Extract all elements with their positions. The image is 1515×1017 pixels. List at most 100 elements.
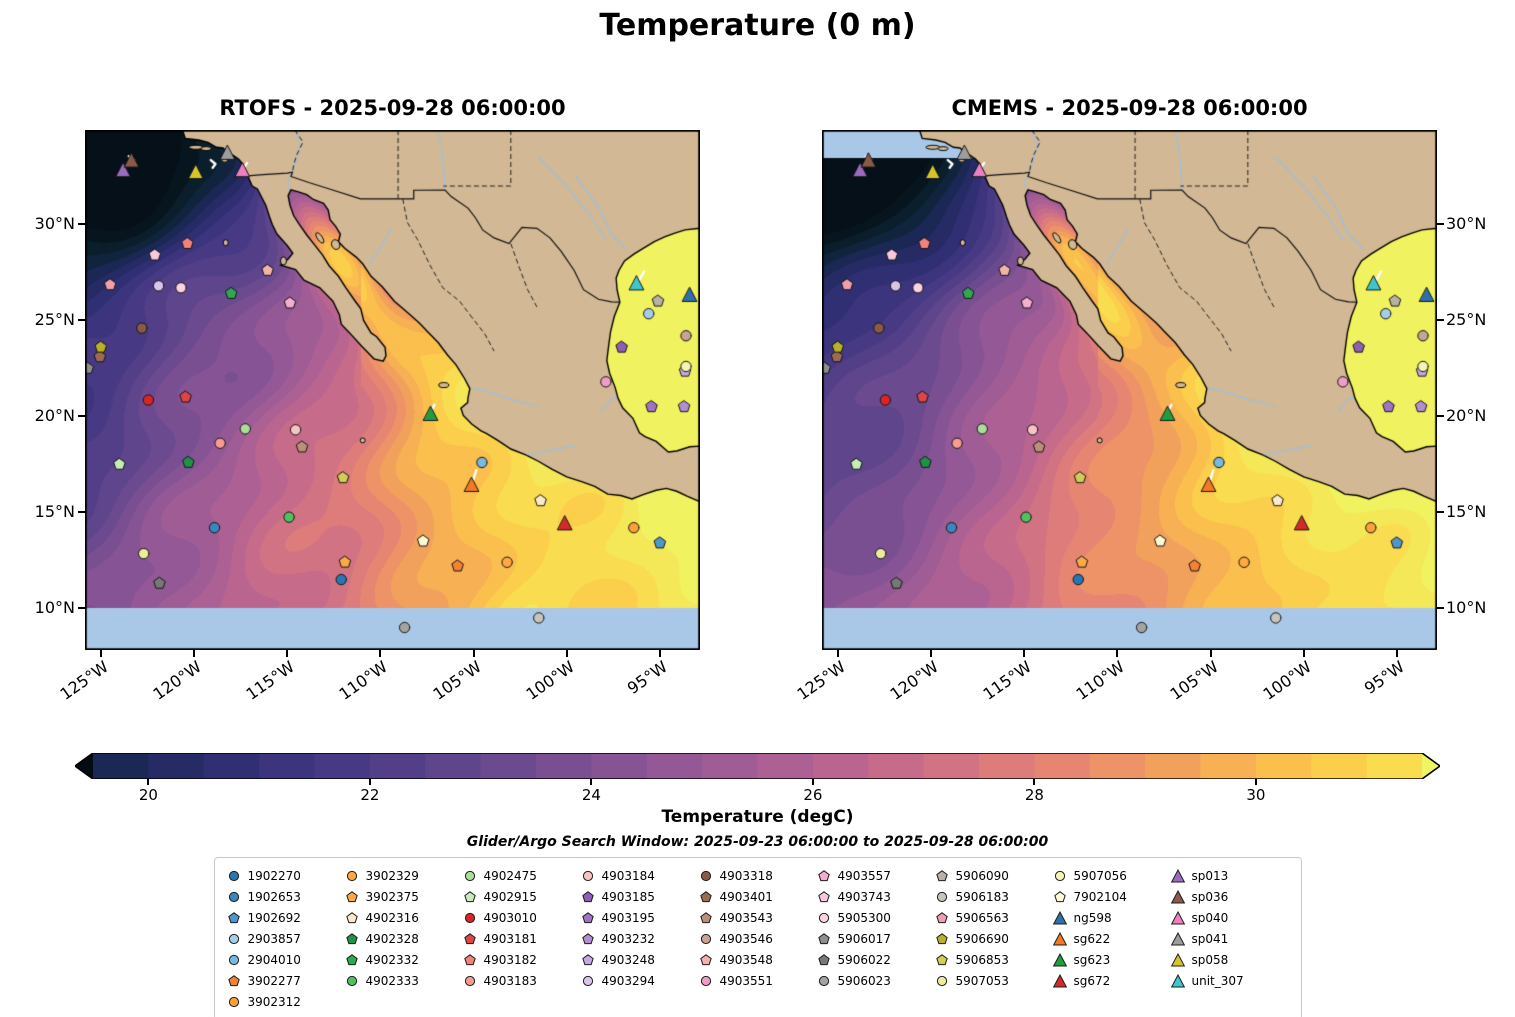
legend-item-label: 5905300	[837, 910, 891, 925]
legend-item: sp041	[1171, 928, 1289, 949]
legend-item-label: sp040	[1191, 910, 1229, 925]
triangle-marker-icon	[1171, 931, 1186, 946]
circle-marker-icon	[227, 890, 242, 904]
y-tick-label: 30°N	[34, 214, 75, 234]
colorbar-tick-label: 30	[1246, 786, 1266, 804]
legend-item-label: 5907053	[955, 973, 1009, 988]
legend-item-label: 4903195	[601, 910, 655, 925]
legend-item-label: sg623	[1073, 952, 1111, 967]
circle-marker-icon	[227, 953, 242, 967]
circle-marker-icon	[227, 995, 242, 1009]
legend-item-label: 2903857	[247, 931, 301, 946]
pentagon-marker-icon	[345, 911, 360, 925]
x-tick-label: 120°W	[886, 657, 942, 704]
x-tick-label: 115°W	[242, 657, 299, 704]
panel-rtofs: RTOFS - 2025-09-28 06:00:00 125°W 120°W 11…	[35, 96, 700, 704]
map-canvas-cmems	[822, 130, 1437, 650]
legend-item-label: sp036	[1191, 889, 1229, 904]
legend-item-label: ng598	[1073, 910, 1112, 925]
legend-item: 5905300	[817, 907, 935, 928]
legend-column: 4902475 4902915 4903010 4903181 4903182 49031…	[463, 865, 581, 991]
legend-column: 5907056 7902104 ng598 sg622 sg623 sg672	[1053, 865, 1171, 991]
legend-item: 4902328	[345, 928, 463, 949]
triangle-marker-icon	[1053, 952, 1068, 967]
legend-item: 4903548	[699, 949, 817, 970]
y-tick-mark	[1437, 607, 1444, 610]
legend-item-label: 4903551	[719, 973, 773, 988]
legend-item-label: 4903546	[719, 931, 773, 946]
legend-item: 2903857	[227, 928, 345, 949]
pentagon-marker-icon	[935, 869, 950, 883]
pentagon-marker-icon	[1053, 890, 1068, 904]
x-tick-mark	[193, 650, 196, 657]
legend-column: 4903184 4903185 4903195 4903232 4903248 49032…	[581, 865, 699, 991]
figure-title: Temperature (0 m)	[599, 8, 916, 43]
legend-item-label: sp058	[1191, 952, 1229, 967]
circle-marker-icon	[699, 869, 714, 883]
circle-marker-icon	[817, 911, 832, 925]
y-tick-label: 10°N	[34, 598, 75, 618]
legend-item: 3902312	[227, 991, 345, 1012]
x-tick-mark	[565, 650, 568, 657]
legend-item: 4903183	[463, 970, 581, 991]
legend-item: 4903401	[699, 886, 817, 907]
circle-marker-icon	[345, 869, 360, 883]
y-tick-mark	[78, 415, 85, 418]
triangle-marker-icon	[1053, 931, 1068, 946]
circle-marker-icon	[345, 974, 360, 988]
legend-item-label: 5906090	[955, 868, 1009, 883]
legend-item: 5907056	[1053, 865, 1171, 886]
legend-column: 1902270 1902653 1902692 2903857 2904010 39022…	[227, 865, 345, 1012]
legend-item: sg622	[1053, 928, 1171, 949]
legend-column: 3902329 3902375 4902316 4902328 4902332 49023…	[345, 865, 463, 991]
pentagon-marker-icon	[581, 890, 596, 904]
legend-item-label: 4903183	[483, 973, 537, 988]
colorbar-gradient	[73, 752, 1442, 780]
circle-marker-icon	[227, 932, 242, 946]
legend: 1902270 1902653 1902692 2903857 2904010 39022…	[213, 857, 1302, 1017]
legend-item: 1902692	[227, 907, 345, 928]
legend-item-label: 5906690	[955, 931, 1009, 946]
legend-item: 5906563	[935, 907, 1053, 928]
circle-marker-icon	[935, 890, 950, 904]
x-tick-mark	[472, 650, 475, 657]
legend-item: 4903248	[581, 949, 699, 970]
legend-item: sp058	[1171, 949, 1289, 970]
x-tick-label: 110°W	[335, 657, 392, 704]
legend-item: sg672	[1053, 970, 1171, 991]
y-tick-mark	[1437, 319, 1444, 322]
x-tick-label: 125°W	[793, 657, 849, 704]
legend-item-label: 4903543	[719, 910, 773, 925]
legend-item: sp036	[1171, 886, 1289, 907]
y-tick-mark	[78, 511, 85, 514]
legend-item-label: 5906183	[955, 889, 1009, 904]
colorbar-tick-mark	[811, 779, 814, 785]
pentagon-marker-icon	[345, 890, 360, 904]
legend-item-label: sp013	[1191, 868, 1229, 883]
legend-item-label: 4902316	[365, 910, 419, 925]
x-tick-label: 115°W	[979, 657, 1036, 704]
colorbar-tick-label: 22	[360, 786, 380, 804]
y-tick-label: 10°N	[1446, 598, 1487, 618]
legend-item: 4903185	[581, 886, 699, 907]
x-tick-mark	[1116, 650, 1119, 657]
legend-item-label: 4903182	[483, 952, 537, 967]
pentagon-marker-icon	[935, 911, 950, 925]
legend-item-label: 4903401	[719, 889, 773, 904]
legend-item-label: 4903181	[483, 931, 537, 946]
search-window-subtitle: Glider/Argo Search Window: 2025-09-23 06…	[466, 834, 1049, 850]
legend-item: sg623	[1053, 949, 1171, 970]
legend-item: 4903543	[699, 907, 817, 928]
legend-item: 4902316	[345, 907, 463, 928]
y-tick-label: 25°N	[1446, 310, 1487, 330]
legend-item-label: 4903010	[483, 910, 537, 925]
x-tick-mark	[286, 650, 289, 657]
legend-item: 5906853	[935, 949, 1053, 970]
legend-item-label: 3902312	[247, 994, 301, 1009]
legend-item-label: sp041	[1191, 931, 1229, 946]
legend-item: 4903184	[581, 865, 699, 886]
x-tick-label: 120°W	[149, 657, 205, 704]
legend-column: 5906090 5906183 5906563 5906690 5906853 59070…	[935, 865, 1053, 991]
panel-title-rtofs: RTOFS - 2025-09-28 06:00:00	[219, 96, 566, 120]
legend-item: 5907053	[935, 970, 1053, 991]
